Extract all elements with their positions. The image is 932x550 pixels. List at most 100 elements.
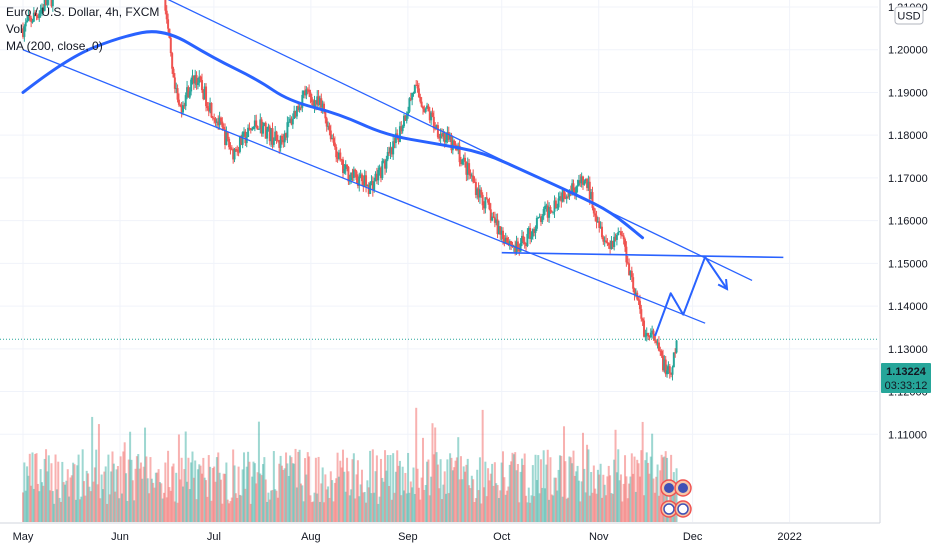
support-line[interactable] (501, 251, 784, 259)
candle (594, 208, 597, 222)
volume-bar (264, 479, 267, 522)
candle (499, 226, 502, 240)
volume-bar (331, 480, 334, 522)
volume-bar (389, 455, 392, 522)
price-tick-label: 1.16000 (888, 216, 928, 228)
candle (377, 165, 380, 186)
volume-bar (46, 471, 49, 522)
candle (660, 349, 663, 358)
volume-bar (337, 476, 340, 522)
event-icon[interactable] (660, 500, 678, 518)
time-axis-panel[interactable] (0, 523, 932, 550)
event-icon[interactable] (674, 479, 692, 497)
volume-bar (99, 498, 102, 522)
volume-bar (363, 491, 366, 522)
volume-bar (294, 448, 297, 522)
volume-bar (575, 471, 578, 522)
candle (466, 157, 469, 181)
projection-arrow[interactable] (654, 255, 728, 337)
volume-bar (347, 471, 350, 522)
candle (640, 304, 643, 322)
volume-bar (274, 489, 277, 522)
upper-trend-line[interactable] (148, 0, 753, 282)
volume-bar (308, 456, 311, 522)
currency-badge[interactable]: USD (894, 6, 924, 25)
candle (563, 189, 566, 203)
candle (191, 69, 194, 85)
candle (164, 0, 167, 15)
candle (210, 102, 213, 119)
candle (374, 171, 377, 182)
bar-countdown: 03:33:12 (885, 380, 928, 392)
volume-bar (523, 453, 526, 522)
price-axis-panel[interactable] (880, 0, 932, 550)
volume-bar (22, 492, 24, 522)
candle (495, 213, 498, 226)
volume-bar (556, 490, 559, 522)
candle (664, 356, 667, 377)
time-tick-label: Oct (493, 531, 510, 543)
volume-bar (488, 480, 491, 522)
volume-bar (126, 500, 129, 522)
volume-bar (350, 489, 353, 522)
volume-bar (32, 488, 35, 522)
candle (238, 135, 241, 154)
volume-bar (450, 457, 453, 522)
candle (30, 15, 33, 28)
volume-bar (179, 479, 182, 522)
candle (237, 146, 240, 157)
candle (529, 223, 532, 245)
volume-bar (445, 493, 448, 522)
candle (554, 197, 557, 209)
volume-bar (293, 463, 296, 522)
volume-bar (104, 466, 107, 522)
volume-bar (526, 502, 529, 522)
candle (192, 75, 195, 90)
candle (256, 125, 259, 130)
volume-bar (64, 484, 67, 522)
lower-trend-line[interactable] (22, 49, 706, 324)
candle (48, 0, 50, 6)
legend-symbol[interactable]: Euro / U.S. Dollar, 4h, FXCM (6, 5, 160, 19)
volume-bar (103, 471, 106, 522)
candle (661, 349, 664, 372)
candle (317, 90, 320, 107)
volume-bar (127, 459, 130, 522)
volume-bar (496, 485, 499, 522)
volume-bar (66, 469, 69, 522)
volume-bar (110, 471, 113, 522)
candle (23, 24, 26, 42)
volume-bar (407, 452, 410, 522)
volume-bar (553, 477, 556, 522)
event-icon[interactable] (660, 479, 678, 497)
candle (24, 18, 27, 32)
arrow-head (717, 278, 729, 291)
candle (408, 97, 411, 114)
candle (375, 167, 378, 185)
candle (515, 235, 518, 255)
candle (426, 102, 429, 109)
volume-bar (318, 501, 321, 522)
candle (173, 73, 176, 94)
volume-bar (474, 498, 477, 522)
legend-volume[interactable]: Vol (6, 22, 23, 36)
volume-bar (45, 449, 48, 522)
volume-bar (49, 490, 52, 522)
legend-indicator[interactable]: MA (200, close, 0) (6, 39, 103, 53)
candle (458, 140, 461, 167)
candle (181, 101, 184, 116)
volume-bar (157, 469, 160, 522)
volume-bar (114, 491, 117, 522)
volume-bar (373, 492, 376, 522)
candle (321, 100, 324, 114)
candle (316, 90, 319, 111)
volume-bar (165, 497, 168, 522)
candle (244, 129, 247, 146)
volume-bar (272, 451, 275, 522)
volume-bar (310, 502, 313, 522)
volume-bar (161, 498, 164, 522)
candle (263, 122, 266, 127)
event-icon[interactable] (674, 500, 692, 518)
volume-bar (328, 497, 331, 522)
